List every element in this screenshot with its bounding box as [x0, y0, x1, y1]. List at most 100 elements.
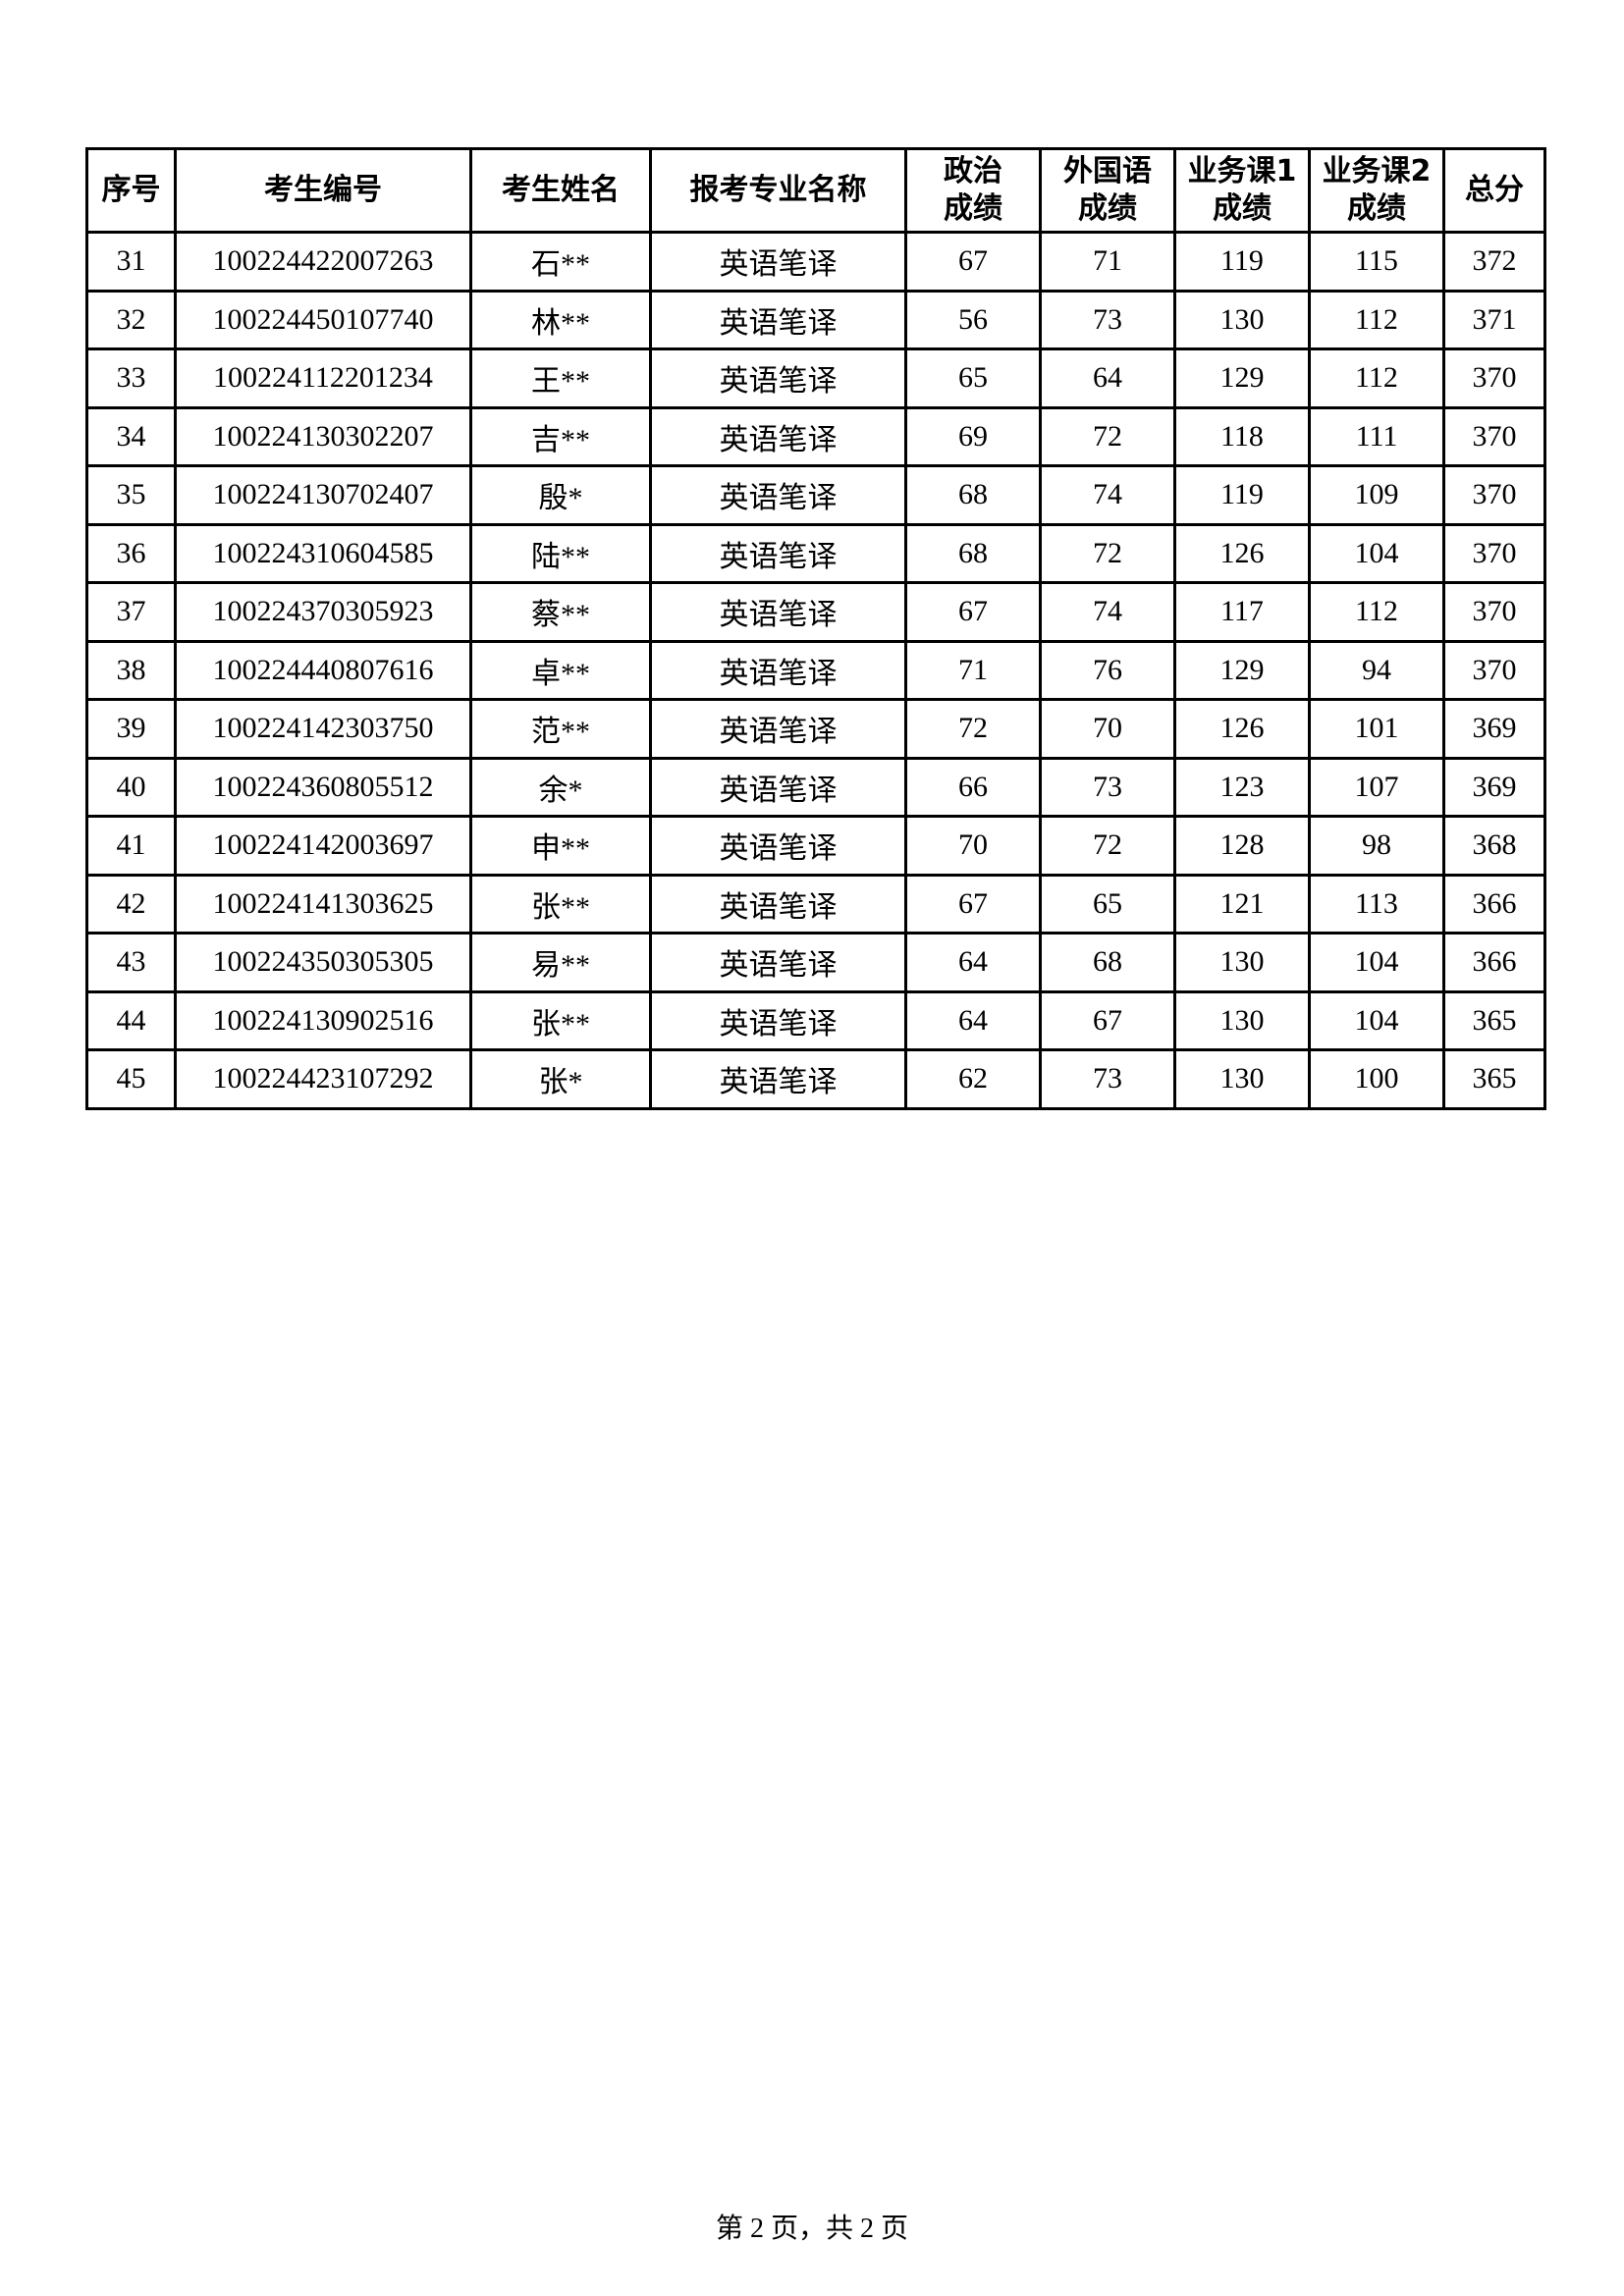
cell-foreign-language-score: 72 [1039, 522, 1176, 584]
cell-candidate-id: 100224142303750 [174, 698, 472, 760]
cell-candidate-name: 卓** [469, 639, 652, 701]
cell-seq: 44 [85, 989, 177, 1051]
cell-major: 英语笔译 [649, 231, 907, 293]
cell-total-score: 366 [1442, 932, 1546, 993]
cell-candidate-id: 100224423107292 [174, 1048, 472, 1110]
cell-major: 英语笔译 [649, 932, 907, 993]
cell-candidate-name: 申** [469, 815, 652, 877]
cell-course1-score: 129 [1173, 347, 1311, 409]
cell-foreign-language-score: 73 [1039, 289, 1176, 350]
cell-candidate-id: 100224310604585 [174, 522, 472, 584]
cell-politics-score: 67 [904, 873, 1042, 934]
cell-seq: 32 [85, 289, 177, 350]
cell-total-score: 368 [1442, 815, 1546, 877]
cell-candidate-id: 100224142003697 [174, 815, 472, 877]
cell-foreign-language-score: 72 [1039, 405, 1176, 467]
header-seq: 序号 [85, 147, 177, 234]
cell-seq: 31 [85, 231, 177, 293]
cell-total-score: 370 [1442, 522, 1546, 584]
table-row: 36 100224310604585 陆** 英语笔译 68 72 126 104 370 [85, 522, 1546, 584]
cell-politics-score: 68 [904, 522, 1042, 584]
cell-foreign-language-score: 73 [1039, 756, 1176, 818]
header-candidate-name: 考生姓名 [469, 147, 652, 234]
cell-foreign-language-score: 65 [1039, 873, 1176, 934]
cell-course1-score: 118 [1173, 405, 1311, 467]
cell-total-score: 369 [1442, 698, 1546, 760]
cell-candidate-id: 100224350305305 [174, 932, 472, 993]
cell-course2-score: 115 [1308, 231, 1445, 293]
cell-major: 英语笔译 [649, 522, 907, 584]
cell-course2-score: 104 [1308, 932, 1445, 993]
cell-course1-score: 128 [1173, 815, 1311, 877]
cell-seq: 38 [85, 639, 177, 701]
cell-course1-score: 126 [1173, 522, 1311, 584]
cell-candidate-id: 100224370305923 [174, 581, 472, 643]
cell-course1-score: 123 [1173, 756, 1311, 818]
cell-course2-score: 98 [1308, 815, 1445, 877]
table-row: 45 100224423107292 张* 英语笔译 62 73 130 100 365 [85, 1048, 1546, 1110]
cell-candidate-id: 100224422007263 [174, 231, 472, 293]
cell-course1-score: 130 [1173, 932, 1311, 993]
cell-candidate-id: 100224360805512 [174, 756, 472, 818]
table-row: 42 100224141303625 张** 英语笔译 67 65 121 113 366 [85, 873, 1546, 934]
cell-politics-score: 67 [904, 581, 1042, 643]
header-total-score: 总分 [1442, 147, 1546, 234]
header-line: 业务课1 [1187, 154, 1297, 188]
cell-major: 英语笔译 [649, 1048, 907, 1110]
table-row: 41 100224142003697 申** 英语笔译 70 72 128 98 368 [85, 815, 1546, 877]
cell-candidate-name: 吉** [469, 405, 652, 467]
table-row: 44 100224130902516 张** 英语笔译 64 67 130 104 365 [85, 989, 1546, 1051]
cell-politics-score: 64 [904, 989, 1042, 1051]
cell-course1-score: 130 [1173, 1048, 1311, 1110]
cell-candidate-id: 100224141303625 [174, 873, 472, 934]
cell-candidate-id: 100224440807616 [174, 639, 472, 701]
header-major: 报考专业名称 [649, 147, 907, 234]
cell-course2-score: 100 [1308, 1048, 1445, 1110]
cell-candidate-name: 陆** [469, 522, 652, 584]
cell-course1-score: 119 [1173, 464, 1311, 526]
cell-foreign-language-score: 74 [1039, 581, 1176, 643]
cell-course2-score: 109 [1308, 464, 1445, 526]
header-politics-score: 政治 成绩 [904, 147, 1042, 234]
table-row: 34 100224130302207 吉** 英语笔译 69 72 118 111 370 [85, 405, 1546, 467]
cell-politics-score: 71 [904, 639, 1042, 701]
cell-foreign-language-score: 67 [1039, 989, 1176, 1051]
header-line: 成绩 [1347, 191, 1406, 226]
table-row: 40 100224360805512 余* 英语笔译 66 73 123 107 369 [85, 756, 1546, 818]
cell-seq: 37 [85, 581, 177, 643]
table-row: 35 100224130702407 殷* 英语笔译 68 74 119 109 370 [85, 464, 1546, 526]
cell-major: 英语笔译 [649, 698, 907, 760]
cell-seq: 40 [85, 756, 177, 818]
cell-candidate-name: 余* [469, 756, 652, 818]
cell-major: 英语笔译 [649, 815, 907, 877]
header-line: 外国语 [1063, 154, 1152, 188]
cell-politics-score: 56 [904, 289, 1042, 350]
cell-major: 英语笔译 [649, 347, 907, 409]
cell-seq: 45 [85, 1048, 177, 1110]
cell-politics-score: 64 [904, 932, 1042, 993]
cell-candidate-name: 范** [469, 698, 652, 760]
cell-candidate-name: 易** [469, 932, 652, 993]
cell-foreign-language-score: 71 [1039, 231, 1176, 293]
header-line: 成绩 [944, 191, 1002, 226]
cell-course2-score: 113 [1308, 873, 1445, 934]
cell-total-score: 366 [1442, 873, 1546, 934]
cell-major: 英语笔译 [649, 405, 907, 467]
page-footer: 第 2 页，共 2 页 [715, 2214, 908, 2244]
cell-politics-score: 70 [904, 815, 1042, 877]
cell-total-score: 371 [1442, 289, 1546, 350]
cell-course2-score: 94 [1308, 639, 1445, 701]
cell-course2-score: 112 [1308, 347, 1445, 409]
cell-foreign-language-score: 72 [1039, 815, 1176, 877]
table-row: 37 100224370305923 蔡** 英语笔译 67 74 117 112 370 [85, 581, 1546, 643]
cell-candidate-name: 张* [469, 1048, 652, 1110]
cell-seq: 34 [85, 405, 177, 467]
table-row: 39 100224142303750 范** 英语笔译 72 70 126 101 369 [85, 698, 1546, 760]
cell-course2-score: 112 [1308, 289, 1445, 350]
cell-total-score: 370 [1442, 581, 1546, 643]
cell-course1-score: 126 [1173, 698, 1311, 760]
header-line: 政治 [944, 154, 1002, 188]
cell-candidate-id: 100224130302207 [174, 405, 472, 467]
cell-foreign-language-score: 70 [1039, 698, 1176, 760]
header-candidate-id: 考生编号 [174, 147, 472, 234]
